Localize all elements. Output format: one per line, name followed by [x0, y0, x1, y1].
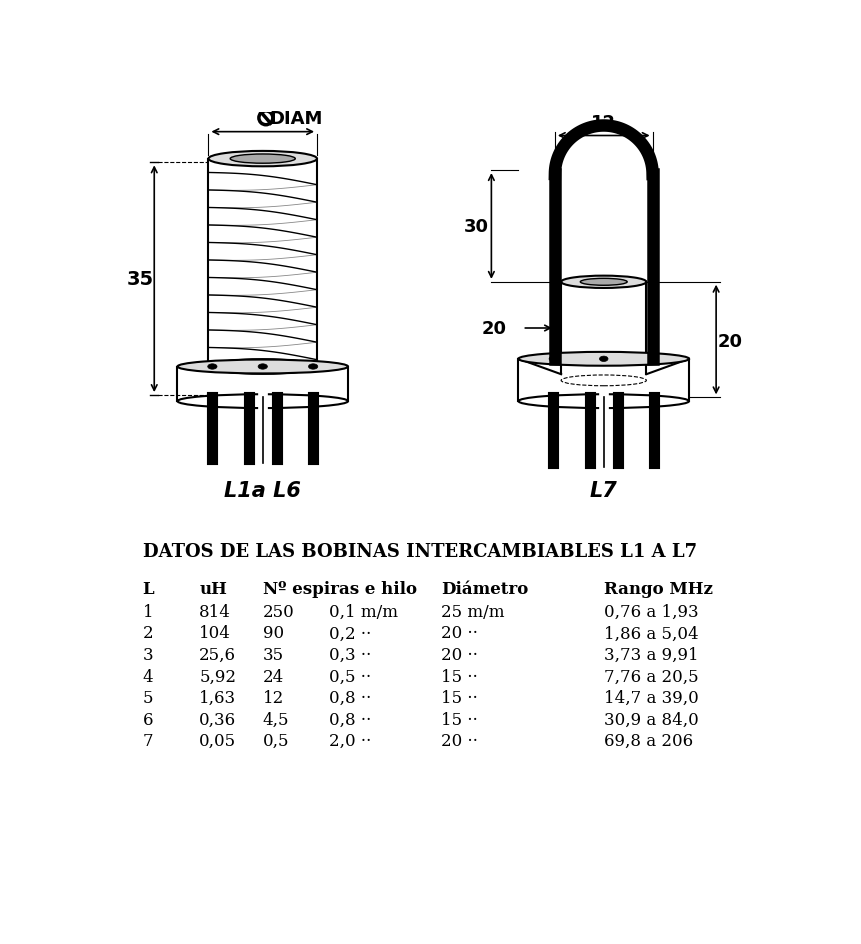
- Ellipse shape: [518, 352, 688, 366]
- Text: 0,8 ··: 0,8 ··: [328, 711, 370, 728]
- Text: 0,5 ··: 0,5 ··: [328, 667, 370, 684]
- Ellipse shape: [649, 357, 658, 362]
- Text: 20 ··: 20 ··: [441, 647, 478, 664]
- Text: 0,1 m/m: 0,1 m/m: [328, 603, 397, 620]
- Text: uH: uH: [199, 581, 226, 598]
- Text: 814: 814: [199, 603, 231, 620]
- Text: 5,92: 5,92: [199, 667, 236, 684]
- Ellipse shape: [308, 364, 318, 370]
- Text: 2,0 ··: 2,0 ··: [328, 733, 370, 750]
- Text: L7: L7: [589, 480, 617, 500]
- Text: Diámetro: Diámetro: [441, 581, 528, 598]
- Text: 0,76 a 1,93: 0,76 a 1,93: [603, 603, 697, 620]
- Polygon shape: [518, 282, 688, 402]
- Text: DIAM: DIAM: [269, 110, 322, 127]
- Ellipse shape: [230, 155, 295, 164]
- Ellipse shape: [208, 152, 317, 167]
- Text: 69,8 a 206: 69,8 a 206: [603, 733, 692, 750]
- Text: 7,76 a 20,5: 7,76 a 20,5: [603, 667, 697, 684]
- Text: 35: 35: [127, 270, 153, 289]
- Text: 0,5: 0,5: [263, 733, 289, 750]
- Text: 0,2 ··: 0,2 ··: [328, 625, 370, 642]
- Text: 0,8 ··: 0,8 ··: [328, 689, 370, 706]
- Text: 0,05: 0,05: [199, 733, 236, 750]
- Ellipse shape: [208, 360, 317, 375]
- Text: 90: 90: [263, 625, 283, 642]
- Text: DATOS DE LAS BOBINAS INTERCAMBIABLES L1 A L7: DATOS DE LAS BOBINAS INTERCAMBIABLES L1 …: [142, 543, 696, 561]
- Text: 1: 1: [142, 603, 153, 620]
- Text: 7: 7: [142, 733, 153, 750]
- Text: 12: 12: [591, 113, 616, 131]
- Text: 12: 12: [263, 689, 283, 706]
- Text: 24: 24: [263, 667, 283, 684]
- Text: 250: 250: [263, 603, 294, 620]
- Text: 20: 20: [716, 333, 741, 351]
- Text: 15 ··: 15 ··: [441, 711, 477, 728]
- Text: 15 ··: 15 ··: [441, 689, 477, 706]
- Text: 5: 5: [142, 689, 153, 706]
- Text: L1a L6: L1a L6: [224, 480, 300, 500]
- Ellipse shape: [177, 361, 348, 374]
- Text: Rango MHz: Rango MHz: [603, 581, 712, 598]
- Text: 20 ··: 20 ··: [441, 625, 478, 642]
- Text: 30,9 a 84,0: 30,9 a 84,0: [603, 711, 697, 728]
- Ellipse shape: [598, 357, 607, 362]
- Text: 4,5: 4,5: [263, 711, 289, 728]
- Text: 30: 30: [463, 218, 488, 236]
- Ellipse shape: [561, 277, 646, 289]
- Text: 1,86 a 5,04: 1,86 a 5,04: [603, 625, 697, 642]
- Text: 104: 104: [199, 625, 231, 642]
- Text: 6: 6: [142, 711, 153, 728]
- Ellipse shape: [208, 364, 217, 370]
- Text: 3,73 a 9,91: 3,73 a 9,91: [603, 647, 697, 664]
- Polygon shape: [208, 160, 317, 367]
- Text: 0,3 ··: 0,3 ··: [328, 647, 370, 664]
- Text: 35: 35: [263, 647, 283, 664]
- Ellipse shape: [257, 364, 267, 370]
- Ellipse shape: [177, 395, 348, 409]
- Text: 25 m/m: 25 m/m: [441, 603, 504, 620]
- Text: L: L: [142, 581, 154, 598]
- Text: 4: 4: [142, 667, 153, 684]
- Text: 14,7 a 39,0: 14,7 a 39,0: [603, 689, 697, 706]
- Text: 3: 3: [142, 647, 153, 664]
- Ellipse shape: [518, 395, 688, 409]
- Text: 20 ··: 20 ··: [441, 733, 478, 750]
- Text: 0,36: 0,36: [199, 711, 236, 728]
- Text: 2: 2: [142, 625, 153, 642]
- Text: 25,6: 25,6: [199, 647, 236, 664]
- Text: Nº espiras e hilo: Nº espiras e hilo: [263, 581, 416, 598]
- Text: 20: 20: [481, 320, 506, 338]
- Ellipse shape: [579, 279, 627, 286]
- Text: 1,63: 1,63: [199, 689, 236, 706]
- Ellipse shape: [548, 357, 557, 362]
- Text: 15 ··: 15 ··: [441, 667, 477, 684]
